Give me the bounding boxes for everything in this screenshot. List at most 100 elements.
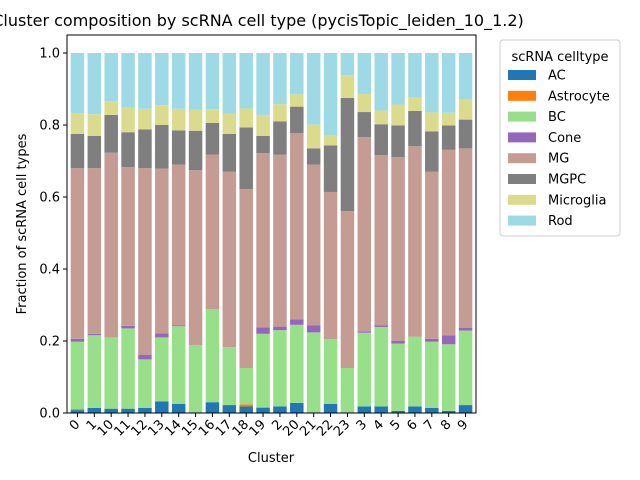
bar-11-cone [121,325,135,329]
bar-13-cone [155,333,169,338]
bar-14-cone [171,325,186,327]
bar-4-mgpc [374,124,388,156]
bar-20-mg [290,133,304,320]
bar-15-mgpc [188,130,203,170]
bar-14-mgpc [171,130,186,165]
bar-14-mg [171,164,186,326]
bar-2-bc [273,330,287,407]
bar-6-mg [408,146,422,337]
bar-11-ac [121,408,135,413]
bar-17-mgpc [222,134,237,172]
bar-20-ac [290,402,304,413]
legend-label-mgpc: MGPC [548,173,586,188]
bar-0-microglia [70,113,85,134]
bar-1-mgpc [87,135,102,169]
bar-3-mg [357,137,372,332]
bar-17-rod [222,53,237,114]
legend-items: AC Astrocyte BC Cone MG MGPC Microglia Rod [508,69,610,229]
y-tick-label: 0.0 [39,407,60,422]
bar-22-bc [323,339,338,404]
bar-0-ac [70,410,85,413]
bar-6-mgpc [408,110,422,147]
x-tick-label: 9 [455,417,471,433]
bar-8-ac [441,410,456,413]
bar-4-bc [374,326,388,407]
y-tick-label: 0.4 [39,263,60,278]
bar-7-cone [425,338,439,342]
bar-11-rod [121,53,135,107]
bar-0-mgpc [70,134,85,169]
bar-9-mgpc [458,119,473,149]
bar-2-rod [273,53,287,105]
bar-8-rod [441,53,456,113]
plot-frame [66,34,477,414]
bar-22-ac [323,404,338,413]
bar-19-microglia [256,114,270,136]
legend-label-microglia: Microglia [548,193,606,208]
legend-title: scRNA celltype [511,50,608,65]
bar-5-microglia [391,104,405,126]
bar-11-mg [121,167,135,326]
bar-12-ac [138,407,152,413]
bar-7-rod [425,53,439,113]
bar-7-ac [425,407,439,413]
bar-16-rod [205,53,220,110]
bar-2-cone [273,326,287,331]
bar-4-cone [374,325,388,327]
bar-1-rod [87,53,102,115]
x-tick-label: 6 [404,417,420,433]
bar-16-mg [205,154,220,310]
bar-12-mgpc [138,129,152,169]
bar-18-bc [239,368,253,405]
bar-7-mg [425,171,439,339]
bar-23-rod [340,53,355,76]
bar-3-bc [357,332,372,407]
legend-label-cone: Cone [548,131,581,146]
bar-18-microglia [239,108,253,128]
bar-17-bc [222,347,237,406]
bar-15-microglia [188,109,203,131]
bar-23-mgpc [340,98,355,212]
legend-swatch-microglia [508,194,536,205]
x-tick-label: 5 [387,417,403,433]
bar-14-rod [171,53,186,109]
bar-12-mg [138,168,152,355]
bar-5-cone [391,340,405,344]
bar-13-bc [155,337,169,402]
bar-8-cone [441,335,456,345]
x-tick-label: 23 [331,417,353,439]
bar-14-ac [171,404,186,413]
bar-5-ac [391,410,405,413]
bar-23-microglia [340,75,355,98]
bar-4-rod [374,53,388,111]
bar-3-cone [357,331,372,333]
bar-13-ac [155,401,169,413]
x-tick-label: 8 [438,417,454,433]
bar-6-microglia [408,97,422,111]
bar-0-cone [70,338,85,342]
bar-21-cone [306,325,321,333]
legend-swatch-mg [508,153,536,164]
legend-frame [499,39,621,237]
bar-3-ac [357,406,372,413]
legend-swatch-rod [508,215,536,226]
bar-18-ac [239,406,253,413]
y-tick-label: 1.0 [39,47,60,62]
legend-label-rod: Rod [548,214,573,229]
bar-5-rod [391,53,405,105]
y-tick-label: 0.2 [39,335,60,350]
bar-15-mg [188,170,203,345]
bar-22-rod [323,53,338,136]
bar-15-bc [188,344,203,413]
bar-9-ac [458,405,473,413]
bar-16-microglia [205,109,220,123]
bar-8-microglia [441,112,456,126]
legend-label-astrocyte: Astrocyte [548,89,610,104]
bar-10-mg [104,152,118,338]
bar-5-mgpc [391,125,405,158]
bar-8-mg [441,149,456,336]
x-axis-title: Cluster [248,451,295,466]
legend-swatch-cone [508,132,536,143]
bar-17-microglia [222,113,237,134]
bar-18-mgpc [239,127,253,190]
